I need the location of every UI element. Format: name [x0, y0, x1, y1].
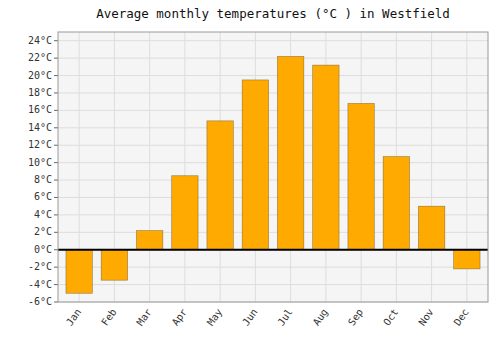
- y-grid-line: [58, 249, 488, 250]
- bar: [207, 121, 233, 250]
- y-tick: [54, 284, 58, 285]
- x-grid-line: [184, 32, 185, 302]
- y-tick-label: 14°C: [28, 122, 52, 133]
- y-tick-label: 20°C: [28, 70, 52, 81]
- x-tick-label: Jun: [240, 307, 259, 328]
- bar: [348, 103, 374, 249]
- y-tick: [54, 267, 58, 268]
- plot-area: [58, 32, 488, 302]
- bar: [242, 80, 268, 250]
- y-grid-line: [58, 180, 488, 181]
- bar: [277, 56, 303, 249]
- y-tick-label: -4°C: [28, 279, 52, 290]
- y-grid-line: [58, 92, 488, 93]
- y-tick: [54, 197, 58, 198]
- y-tick: [54, 110, 58, 111]
- y-tick: [54, 145, 58, 146]
- chart: -6°C -4°C -2°C 0°C 2°C 4°C 6°C 8°C 10°C 12°C 14°C 1…: [0, 0, 500, 350]
- y-tick: [54, 249, 58, 250]
- bars: [66, 56, 480, 293]
- y-grid-line: [58, 75, 488, 76]
- y-grid-line: [58, 145, 488, 146]
- bar: [454, 250, 480, 269]
- y-tick: [54, 75, 58, 76]
- bar: [383, 157, 409, 250]
- y-tick: [54, 180, 58, 181]
- y-tick-label: 2°C: [34, 226, 52, 237]
- y-grid-line: [58, 58, 488, 59]
- plot-frame: [58, 32, 488, 302]
- y-tick-label: 22°C: [28, 52, 52, 63]
- x-tick-label: May: [205, 307, 224, 328]
- x-tick-label: Jul: [275, 307, 294, 328]
- x-tick-label: Jan: [64, 307, 83, 328]
- y-grid-line: [58, 162, 488, 163]
- bar: [418, 206, 444, 250]
- y-tick-label: 10°C: [28, 157, 52, 168]
- y-tick: [54, 58, 58, 59]
- x-tick-label: Dec: [452, 307, 471, 328]
- bar: [66, 250, 92, 294]
- y-tick-label: 4°C: [34, 209, 52, 220]
- y-tick-label: 0°C: [34, 244, 52, 255]
- y-tick: [54, 162, 58, 163]
- y-tick: [54, 40, 58, 41]
- y-grid-line: [58, 197, 488, 198]
- y-tick-label: -2°C: [28, 261, 52, 272]
- x-tick-label: Mar: [134, 307, 153, 328]
- y-tick: [54, 214, 58, 215]
- bar: [101, 250, 127, 280]
- y-tick-label: 12°C: [28, 139, 52, 150]
- y-tick: [54, 302, 58, 303]
- y-grid-line: [58, 40, 488, 41]
- title: Average monthly temperatures (°C ) in We…: [96, 6, 450, 21]
- y-tick-label: 16°C: [28, 104, 52, 115]
- x-tick-label: Oct: [381, 307, 400, 328]
- y-grid-line: [58, 127, 488, 128]
- x-tick-label: Apr: [170, 307, 189, 328]
- bar: [313, 65, 339, 250]
- x-tick-label: Nov: [416, 307, 435, 328]
- x-tick-label: Aug: [311, 307, 330, 328]
- y-tick: [54, 92, 58, 93]
- y-tick-label: 18°C: [28, 87, 52, 98]
- bar: [136, 231, 162, 250]
- x-tick-label: Feb: [99, 307, 118, 328]
- y-grid-line: [58, 110, 488, 111]
- y-tick: [54, 127, 58, 128]
- y-grid-line: [58, 284, 488, 285]
- y-tick-label: 6°C: [34, 191, 52, 202]
- y-tick-label: 24°C: [28, 35, 52, 46]
- y-tick: [54, 232, 58, 233]
- zero-line: [58, 249, 488, 251]
- y-tick-label: -6°C: [28, 296, 52, 307]
- x-grid-line: [431, 32, 432, 302]
- y-tick-label: 8°C: [34, 174, 52, 185]
- bar: [172, 176, 198, 250]
- x-grid-line: [149, 32, 150, 302]
- x-tick-label: Sep: [346, 307, 365, 328]
